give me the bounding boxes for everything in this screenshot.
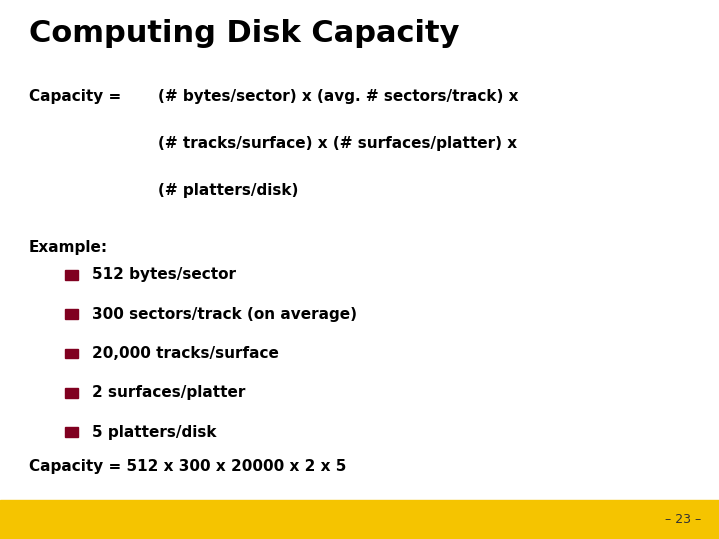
Text: Capacity =: Capacity = [29, 89, 121, 104]
FancyBboxPatch shape [65, 309, 78, 319]
Text: 5 platters/disk: 5 platters/disk [92, 425, 216, 440]
Text: 300 sectors/track (on average): 300 sectors/track (on average) [92, 307, 357, 322]
Text: Capacity = 512 x 300 x 20000 x 2 x 5: Capacity = 512 x 300 x 20000 x 2 x 5 [29, 459, 346, 474]
Text: 512 bytes/sector: 512 bytes/sector [92, 267, 236, 282]
Text: Example:: Example: [29, 240, 108, 255]
FancyBboxPatch shape [65, 388, 78, 398]
FancyBboxPatch shape [65, 270, 78, 280]
Text: 20,000 tracks/surface: 20,000 tracks/surface [92, 346, 279, 361]
FancyBboxPatch shape [0, 500, 719, 539]
FancyBboxPatch shape [65, 427, 78, 437]
Text: (# bytes/sector) x (avg. # sectors/track) x: (# bytes/sector) x (avg. # sectors/track… [158, 89, 518, 104]
FancyBboxPatch shape [65, 349, 78, 358]
Text: – 23 –: – 23 – [665, 513, 701, 526]
Text: (# tracks/surface) x (# surfaces/platter) x: (# tracks/surface) x (# surfaces/platter… [158, 136, 517, 151]
Text: = 30,720,000,000: = 30,720,000,000 [111, 506, 263, 521]
Text: (# platters/disk): (# platters/disk) [158, 183, 298, 198]
Text: Computing Disk Capacity: Computing Disk Capacity [29, 19, 459, 48]
Text: 2 surfaces/platter: 2 surfaces/platter [92, 385, 245, 400]
